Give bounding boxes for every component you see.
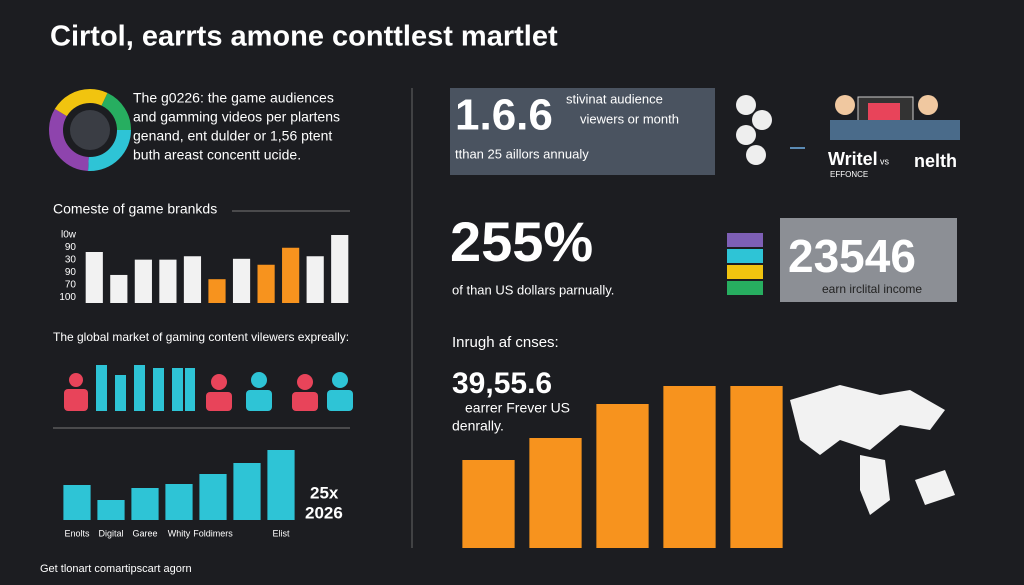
axis-label: 70 [65,280,77,291]
bar [462,460,515,548]
versus-mid: vs [880,156,890,166]
bar [208,279,226,303]
x-tick-label: Elist [272,528,290,538]
intro-line: and gamming videos per plartens [133,109,340,125]
axis-label: 30 [65,255,77,266]
x-tick-label: Whity [168,528,191,538]
x-tick-label: Enolts [64,528,90,538]
bar [134,259,152,303]
bar [529,438,582,548]
x-tick-label: Garee [132,528,157,538]
growth-line: earrer Frever US [465,400,570,416]
bar [282,247,300,303]
versus-left: Writel [828,149,878,169]
note: 25x [310,483,339,502]
axis-label: 100 [59,292,76,303]
bar [97,500,125,520]
intro-line: buth areast concentt ucide. [133,147,301,163]
bar [730,386,783,548]
bar [165,484,193,520]
stat-line: viewers or month [580,111,679,126]
bar [183,256,202,303]
intro-line: genand, ent dulder or 1,56 ptent [133,128,332,144]
game-icons [736,95,960,165]
income-value: 23546 [788,230,916,282]
stack-icon [727,233,763,295]
axis-label: 90 [65,267,77,278]
bar [159,259,177,303]
people-icons [64,365,353,411]
bar [306,256,324,303]
bar [233,463,261,520]
growth-value: 39,55.6 [452,367,552,400]
income-box [780,218,957,302]
bar [199,474,227,520]
bar [131,488,159,520]
stat-sub: tthan 25 aillors annualy [455,146,589,161]
percent-value: 255% [450,210,593,273]
growth-line: denrally. [452,418,504,434]
x-tick-label: Foldimers [193,528,233,538]
bar [331,235,349,303]
bar [232,258,251,303]
bar [257,264,275,303]
note: 2026 [305,503,343,522]
stat-value: 1.6.6 [455,91,553,140]
bar [63,485,91,520]
axis-label: l0w [61,230,77,241]
intro-line: The g0226: the game audiences [133,90,334,106]
bar [267,450,295,520]
growth-heading: Inrugh af cnses: [452,334,559,351]
versus-right: nelth [914,151,957,171]
versus-left-sub: EFFONCE [830,170,868,179]
section-heading: The global market of gaming content vile… [53,330,349,344]
axis-label: 90 [65,242,77,253]
stat-box [450,88,715,175]
income-caption: earn irclital income [822,282,922,296]
bar [110,274,128,303]
donut-icon [49,89,131,171]
percent-caption: of than US dollars parnually. [452,282,614,297]
x-tick-label: Digital [98,528,123,538]
footer: Get tlonart comartipscart agorn [40,563,192,575]
bar [596,404,649,548]
section-heading: Comeste of game brankds [53,201,217,217]
stat-line: stivinat audience [566,91,663,106]
bar [85,252,103,303]
bar [663,386,716,548]
title: Cirtol, earrts amone conttlest martlet [50,21,558,53]
